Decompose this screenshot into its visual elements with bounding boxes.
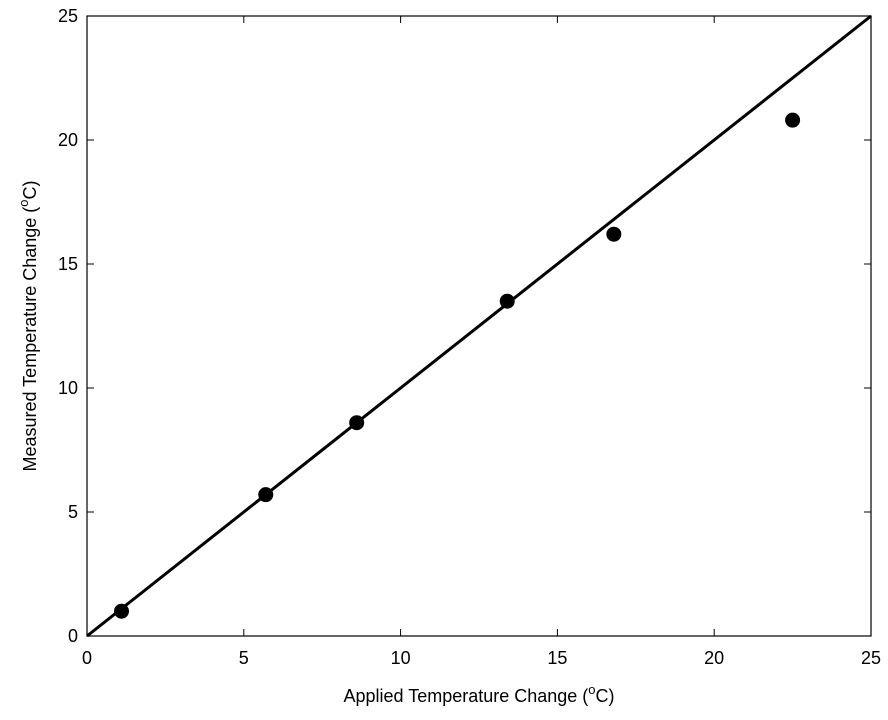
x-tick-label: 25	[861, 648, 881, 668]
data-point	[606, 226, 622, 242]
data-point	[258, 487, 274, 503]
x-tick-label: 15	[547, 648, 567, 668]
y-axis-label-superscript: o	[16, 199, 31, 206]
y-axis-label-end: C)	[20, 180, 40, 199]
x-tick-label: 5	[239, 648, 249, 668]
line-layer	[86, 14, 872, 638]
x-tick-label: 10	[391, 648, 411, 668]
x-tick-label: 0	[82, 648, 92, 668]
y-axis-label-main: Measured Temperature Change (	[20, 207, 40, 472]
data-point	[349, 415, 365, 431]
x-axis-label-end: C)	[596, 686, 615, 706]
y-tick-label: 15	[58, 254, 78, 274]
y-tick-label: 0	[68, 626, 78, 646]
y-tick-label: 10	[58, 378, 78, 398]
x-axis-label-superscript: o	[588, 682, 595, 697]
data-point	[499, 293, 515, 309]
x-axis-label: Applied Temperature Change (oC)	[343, 682, 614, 706]
y-tick-label: 25	[58, 6, 78, 26]
point-layer	[113, 112, 801, 619]
y-tick-label: 5	[68, 502, 78, 522]
x-tick-label: 20	[704, 648, 724, 668]
data-point	[785, 112, 801, 128]
tick-labels: 0 5 10 15 20 25 0 5 10 15 20 25	[58, 6, 881, 668]
y-tick-label: 20	[58, 130, 78, 150]
reference-line	[86, 14, 872, 638]
x-axis-label-main: Applied Temperature Change (	[343, 686, 588, 706]
y-axis-label: Measured Temperature Change (oC)	[16, 180, 40, 471]
plot-frame	[86, 15, 872, 637]
data-point	[113, 603, 129, 619]
